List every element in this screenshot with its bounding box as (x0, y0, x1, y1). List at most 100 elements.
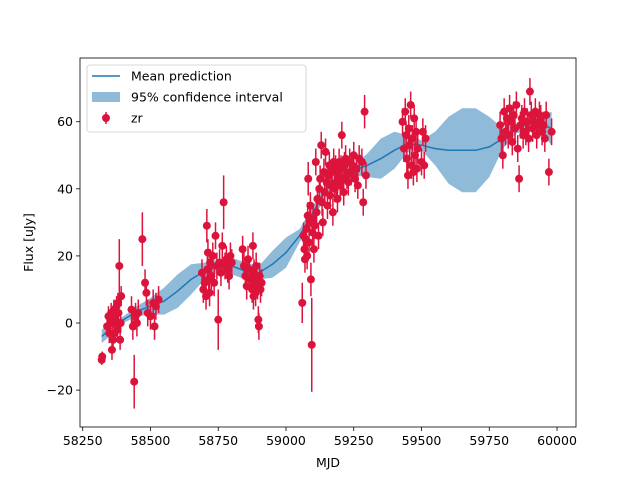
data-point (150, 312, 159, 340)
data-point (314, 222, 323, 250)
point-marker (328, 208, 337, 217)
point-marker (130, 377, 139, 386)
data-point (497, 125, 506, 152)
point-marker (307, 340, 316, 349)
point-marker (361, 171, 370, 180)
point-marker (248, 241, 257, 250)
point-marker (216, 268, 225, 277)
data-point (317, 131, 326, 159)
point-marker (298, 298, 307, 307)
data-point (211, 222, 220, 250)
data-point (116, 312, 125, 334)
point-marker (208, 251, 217, 260)
x-tick-label: 59000 (266, 433, 306, 448)
y-tick: 20 (57, 248, 80, 263)
data-point (219, 175, 228, 230)
data-point (406, 91, 415, 119)
data-point (412, 155, 421, 183)
point-marker (214, 315, 223, 324)
axes-frame (79, 57, 577, 428)
legend-point-marker (102, 114, 110, 122)
point-marker (523, 117, 532, 126)
plot-area (97, 78, 556, 409)
point-marker (132, 319, 141, 328)
point-marker (309, 245, 318, 254)
point-marker (410, 114, 419, 123)
point-marker (420, 161, 429, 170)
data-point (361, 161, 370, 189)
point-marker (257, 278, 266, 287)
data-point (353, 172, 362, 199)
data-point (309, 235, 318, 263)
point-marker (524, 134, 533, 143)
point-marker (116, 319, 125, 328)
data-point (421, 125, 430, 152)
point-marker (98, 352, 107, 361)
point-marker (244, 255, 253, 264)
point-marker (544, 168, 553, 177)
point-marker (311, 157, 320, 166)
data-point (227, 249, 236, 277)
point-marker (238, 245, 247, 254)
point-marker (540, 134, 549, 143)
data-point (115, 239, 124, 293)
x-tick: 60000 (537, 427, 577, 448)
point-marker (138, 235, 147, 244)
data-point (117, 286, 126, 307)
data-point (360, 94, 369, 129)
data-point (307, 297, 316, 392)
point-marker (134, 308, 143, 317)
point-marker (412, 127, 421, 136)
point-marker (318, 218, 327, 227)
data-point (547, 118, 556, 146)
legend-band-label: 95% confidence interval (131, 90, 283, 105)
x-tick-label: 59250 (334, 433, 374, 448)
point-marker (150, 322, 159, 331)
point-marker (359, 198, 368, 207)
x-axis-label: MJD (316, 455, 340, 470)
point-marker (219, 198, 228, 207)
data-point (202, 208, 211, 243)
data-point (523, 108, 532, 136)
y-tick: −20 (47, 383, 80, 398)
data-point (316, 165, 325, 193)
point-marker (310, 221, 319, 230)
data-point (238, 235, 247, 263)
data-point (205, 279, 214, 307)
point-marker (360, 107, 369, 116)
legend-point-label: zr (131, 111, 144, 126)
y-tick-label: 0 (65, 316, 73, 331)
data-points-layer (97, 78, 556, 409)
point-marker (496, 121, 505, 130)
point-marker (497, 134, 506, 143)
x-tick-label: 58250 (63, 433, 103, 448)
point-marker (353, 181, 362, 190)
x-tick: 58750 (198, 427, 238, 448)
data-point (298, 282, 307, 324)
data-point (542, 101, 551, 129)
data-point (130, 354, 139, 409)
data-point (134, 299, 143, 327)
data-point (544, 158, 553, 186)
point-marker (413, 144, 422, 153)
x-tick: 59000 (266, 427, 306, 448)
point-marker (255, 272, 264, 281)
x-axis-ticks: 58250 58500 58750 59000 59250 59500 59750 60000 (63, 427, 577, 448)
data-point (524, 125, 533, 152)
point-marker (404, 124, 413, 133)
data-point (142, 279, 151, 307)
data-point (257, 269, 266, 297)
point-marker (401, 107, 410, 116)
point-marker (227, 258, 236, 267)
point-marker (321, 147, 330, 156)
point-marker (303, 251, 312, 260)
data-point (208, 242, 217, 270)
data-point (311, 148, 320, 176)
data-point (210, 269, 219, 297)
point-marker (512, 100, 521, 109)
x-tick: 59250 (334, 427, 374, 448)
point-marker (316, 174, 325, 183)
y-tick-label: 20 (57, 248, 73, 263)
data-point (306, 262, 315, 297)
